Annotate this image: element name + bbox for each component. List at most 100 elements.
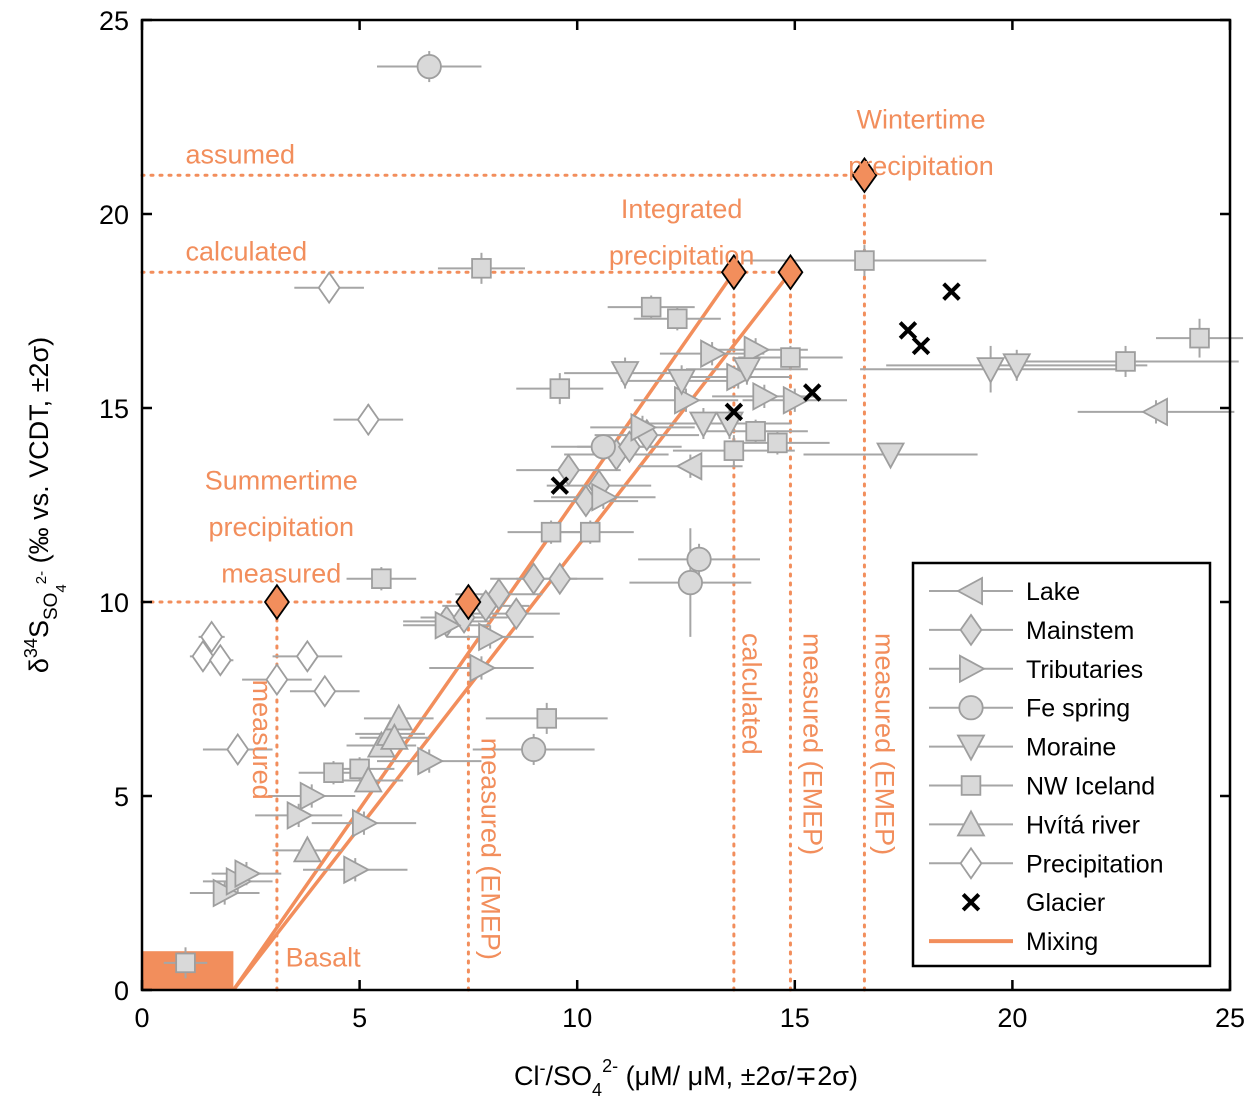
tributaries-point [212, 878, 240, 908]
moraine-point [976, 357, 1006, 385]
annotation-label: precipitation [609, 240, 755, 270]
annotation-label: measured (EMEP) [869, 633, 899, 855]
annotation-label: Basalt [286, 943, 362, 973]
fe-spring-point [590, 434, 616, 460]
tributaries-point [299, 781, 327, 811]
nw-iceland-point [549, 378, 571, 399]
y-label-subsup: 2- [33, 571, 50, 584]
annotation-label: measured (EMEP) [798, 633, 828, 855]
legend-label-mixing: Mixing [1026, 928, 1098, 956]
y-tick-label: 20 [99, 200, 129, 230]
legend-marker-precipitation [959, 846, 983, 880]
precipitation-point [313, 674, 337, 708]
endmember-diamond [263, 583, 290, 621]
y-label-sub: SO [41, 593, 62, 620]
legend-marker-hv-t-river [956, 809, 986, 837]
endmember-diamond [720, 253, 747, 291]
moraine-point [667, 368, 697, 396]
tributaries-point [286, 800, 314, 830]
annotation-label: precipitation [848, 151, 994, 181]
y-label-subsub: 4 [53, 584, 70, 592]
moraine-point [876, 442, 906, 470]
mainstem-point [522, 562, 546, 596]
nw-iceland-point [640, 296, 662, 318]
nw-iceland-point [536, 708, 557, 729]
annotation-label: measured [247, 680, 277, 800]
tributaries-point [630, 412, 658, 442]
legend-marker-tributaries [959, 654, 986, 684]
annotation-label: measured (EMEP) [475, 738, 505, 960]
moraine-point [688, 411, 718, 439]
x-tick-label: 15 [780, 1003, 810, 1033]
precipitation-point [265, 663, 289, 697]
x-tick-label: 20 [997, 1003, 1027, 1033]
y-label-delta: δ [24, 658, 54, 673]
legend-marker-glacier [961, 892, 981, 912]
y-label-main: S [24, 620, 54, 638]
fe-spring-point [416, 53, 442, 80]
annotation-label: calculated [737, 633, 767, 755]
tributaries-point [726, 362, 754, 392]
axis-labels: Cl-/SO42- (μM/ μM, ±2σ/∓2σ)δ34SSO42- (‰ … [21, 337, 858, 1100]
mainstem-point [487, 577, 511, 611]
y-tick-label: 5 [114, 782, 129, 812]
nw-iceland-point [723, 440, 745, 461]
tributaries-point [469, 653, 497, 683]
hv-t-river-point [379, 722, 409, 750]
nw-iceland-point [323, 762, 344, 783]
precipitation-point [356, 403, 380, 437]
precipitation-point [200, 620, 224, 654]
legend-marker-mainstem [959, 613, 983, 647]
legend-marker-lake [956, 576, 983, 606]
legend-marker-moraine [956, 734, 986, 762]
nw-iceland-point [780, 347, 801, 368]
legend-label-lake: Lake [1026, 578, 1080, 606]
nw-iceland-point [767, 432, 788, 454]
tributaries-point [743, 335, 771, 365]
y-label-rest: (‰ vs. VCDT, ±2σ) [24, 337, 54, 571]
x-label-main: Cl [514, 1061, 540, 1091]
tributaries-point [591, 482, 619, 512]
nw-iceland-point [540, 521, 562, 543]
annotation-label: Integrated [621, 194, 743, 224]
annotation-label: measured [221, 559, 341, 589]
y-axis-label: δ34SSO42- (‰ vs. VCDT, ±2σ) [21, 337, 70, 673]
legend-label-mainstem: Mainstem [1026, 617, 1134, 645]
tributaries-point [752, 381, 780, 411]
glacier-point [550, 476, 570, 495]
tributaries-point [700, 339, 728, 369]
fe-spring-point [677, 569, 703, 596]
tributaries-point [417, 746, 445, 776]
legend-label-glacier: Glacier [1026, 889, 1105, 917]
plot-frame [140, 18, 1232, 992]
x-tick-label: 10 [562, 1003, 592, 1033]
y-label-sup: 34 [21, 638, 41, 658]
annotation-label: precipitation [208, 512, 354, 542]
legend-label-tributaries: Tributaries [1026, 656, 1143, 684]
tributaries-point [478, 622, 506, 652]
glacier-point [898, 321, 918, 340]
nw-iceland-point [175, 952, 196, 974]
endmember-diamond [777, 253, 804, 291]
endmember-diamond [851, 156, 878, 194]
legend-label-precipitation: Precipitation [1026, 850, 1164, 878]
mainstem-point [504, 597, 528, 631]
legend-marker-fe-spring [958, 695, 984, 721]
tributaries-point [234, 859, 262, 889]
y-tick-label: 25 [99, 6, 129, 36]
glacier-point [942, 282, 961, 301]
x-tick-label: 0 [134, 1003, 149, 1033]
hv-t-river-point [292, 835, 322, 863]
legend-marker-nw-iceland [960, 775, 982, 796]
tributaries-point [352, 808, 379, 838]
tributaries-point [343, 855, 371, 885]
nw-iceland-point [854, 250, 875, 271]
precipitation-point [317, 271, 341, 305]
axes: 0 5 10 15 20 25 0 5 10 15 20 25 [99, 6, 1245, 1033]
precipitation-point [208, 643, 232, 677]
hv-t-river-point [353, 765, 383, 793]
endmembers [263, 156, 878, 621]
nw-iceland-point [579, 521, 601, 543]
y-tick-label: 15 [99, 394, 129, 424]
